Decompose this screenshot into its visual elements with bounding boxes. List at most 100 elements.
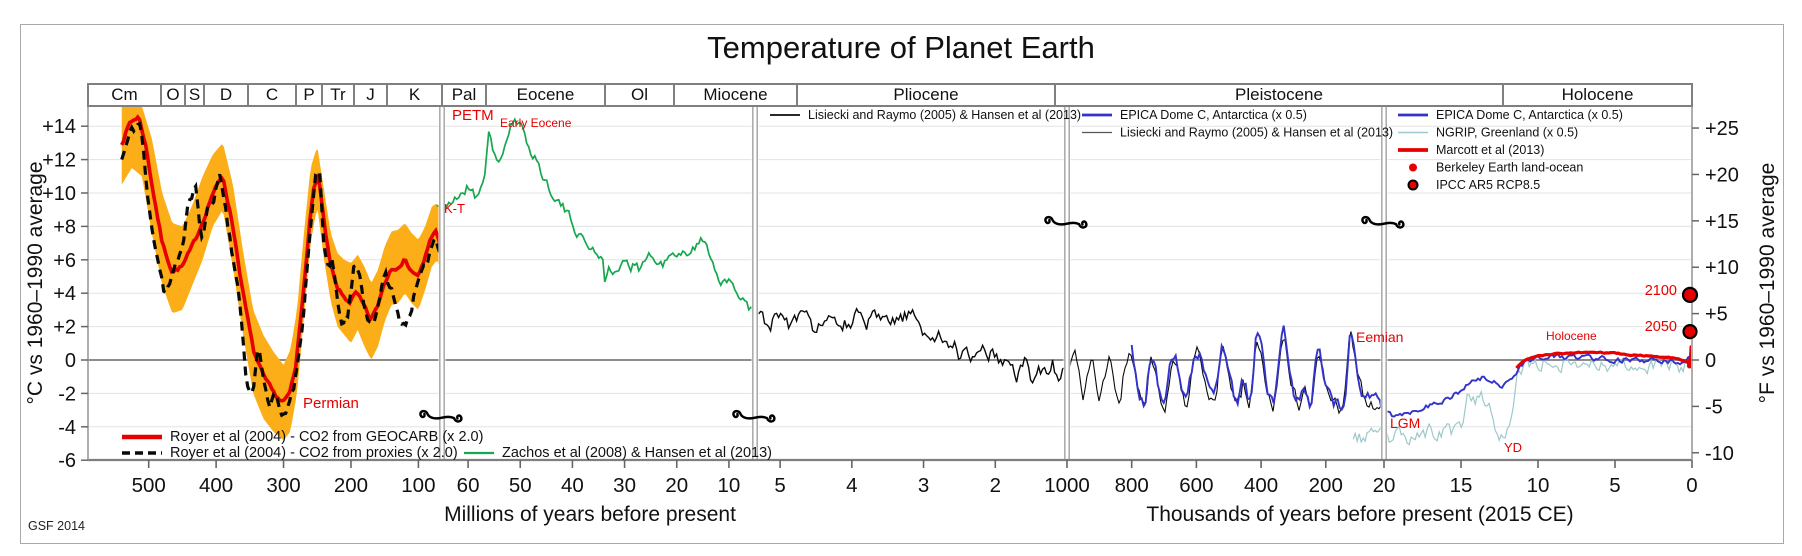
legend-label: Lisiecki and Raymo (2005) & Hansen et al… (808, 108, 1081, 122)
x-tick-label: 40 (561, 474, 584, 497)
legend-ringdot-swatch (1407, 179, 1419, 191)
series-epica-pleistocene (1130, 325, 1385, 413)
era-label: Holocene (1562, 85, 1634, 104)
x-tick-label: 5 (1609, 474, 1620, 497)
annotation-petm: PETM (452, 107, 494, 124)
era-label: Pleistocene (1235, 85, 1323, 104)
annotation-k-t: K-T (444, 201, 465, 216)
y-tick-label-right: +20 (1705, 164, 1739, 186)
scale-break (732, 106, 776, 460)
squiggle-icon (1361, 215, 1405, 229)
annotation-lgm: LGM (1390, 415, 1420, 431)
annotation-2100: 2100 (1645, 283, 1677, 299)
y-tick-label-left: +6 (53, 250, 76, 272)
era-label: O (166, 85, 179, 104)
era-label: C (266, 85, 278, 104)
scale-break (419, 106, 463, 460)
x-tick-label: 0 (1686, 474, 1697, 497)
y-tick-label-left: +8 (53, 216, 76, 238)
legend-label: Marcott et al (2013) (1436, 143, 1544, 157)
series-royer-uncertainty-band (121, 106, 442, 440)
x-tick-label: 2 (990, 474, 1001, 497)
squiggle-icon (419, 409, 463, 423)
y-tick-label-right: 0 (1705, 350, 1716, 372)
y-tick-label-right: +15 (1705, 211, 1739, 233)
legend-label: EPICA Dome C, Antarctica (x 0.5) (1436, 108, 1623, 122)
y-tick-label-right: -10 (1705, 443, 1734, 465)
x-tick-label: 200 (1309, 474, 1343, 497)
series-marcott (1515, 350, 1691, 370)
x-tick-label: 3 (918, 474, 929, 497)
x-tick-label: 300 (266, 474, 300, 497)
y-tick-label-left: -2 (58, 383, 76, 405)
era-label: Tr (330, 85, 346, 104)
era-label: Pal (452, 85, 477, 104)
figure-border (20, 24, 1784, 544)
series-ngrip (1352, 356, 1688, 446)
x-tick-label: 1000 (1044, 474, 1090, 497)
x-axis-title-millions: Millions of years before present (444, 503, 736, 526)
y-tick-label-left: +4 (53, 283, 76, 305)
legend: Lisiecki and Raymo (2005) & Hansen et al… (770, 108, 1081, 122)
data-series (120, 106, 1691, 446)
y-axis-label-fahrenheit: °F vs 1960–1990 average (1756, 162, 1779, 404)
legend-label: Royer et al (2004) - CO2 from GEOCARB (x… (170, 429, 483, 445)
x-tick-label: 4 (846, 474, 857, 497)
credit-label: GSF 2014 (28, 519, 85, 533)
y-tick-label-right: +5 (1705, 304, 1728, 326)
x-tick-label: 5 (774, 474, 785, 497)
y-tick-label-left: +12 (42, 150, 76, 172)
era-label: J (366, 85, 375, 104)
era-strip: Cm O S D C P Tr J K Pal Eocene Ol Miocene Pliocene Ple… (87, 83, 1693, 107)
x-tick-label: 10 (1527, 474, 1550, 497)
axes: +14+12+10+8+6+4+20-2-4-6+25+20+15+10+50-… (42, 106, 1739, 497)
annotation-holocene: Holocene (1546, 329, 1597, 343)
x-tick-label: 800 (1115, 474, 1149, 497)
legend-label: NGRIP, Greenland (x 0.5) (1436, 126, 1578, 140)
legend: EPICA Dome C, Antarctica (x 0.5) Lisiecki… (1082, 108, 1393, 140)
scale-break (1044, 106, 1088, 460)
legend-label: IPCC AR5 RCP8.5 (1436, 178, 1540, 192)
series-royer-proxies (120, 121, 444, 418)
y-tick-label-right: +10 (1705, 257, 1739, 279)
legend-dot-swatch (1409, 163, 1417, 172)
y-tick-label-left: +2 (53, 317, 76, 339)
y-tick-label-left: +14 (42, 116, 76, 138)
y-axis-label-celsius: °C vs 1960–1990 average (24, 161, 47, 405)
legend-label: Berkeley Earth land-ocean (1436, 161, 1583, 175)
squiggle-icon (1044, 215, 1088, 229)
era-label: Pliocene (893, 85, 958, 104)
legend-label: Royer et al (2004) - CO2 from proxies (x… (170, 445, 458, 461)
legend-label: EPICA Dome C, Antarctica (x 0.5) (1120, 108, 1307, 122)
era-label: Cm (111, 85, 137, 104)
annotation-permian: Permian (303, 395, 359, 412)
scale-break (1361, 106, 1405, 460)
rcp-dot-2050 (1682, 324, 1698, 340)
x-tick-label: 600 (1179, 474, 1213, 497)
x-tick-label: 400 (1244, 474, 1278, 497)
x-tick-label: 200 (334, 474, 368, 497)
y-tick-label-left: -6 (58, 450, 76, 472)
annotation-2050: 2050 (1645, 319, 1677, 335)
x-tick-label: 50 (509, 474, 532, 497)
x-axis-title-thousands: Thousands of years before present (2015 … (1146, 503, 1574, 526)
era-label: K (409, 85, 421, 104)
era-label: Eocene (517, 85, 575, 104)
annotation-yd: YD (1504, 440, 1522, 455)
x-tick-label: 20 (1373, 474, 1396, 497)
x-tick-label: 60 (457, 474, 480, 497)
squiggle-icon (732, 409, 776, 423)
legend: Zachos et al (2008) & Hansen et al (2013… (464, 445, 772, 461)
annotation-early-eocene: Early Eocene (500, 116, 572, 130)
series-zachos (436, 117, 754, 312)
legend: EPICA Dome C, Antarctica (x 0.5) NGRIP, G… (1398, 108, 1623, 192)
y-tick-label-left: +10 (42, 183, 76, 205)
series-lisiecki-raymo-pliocene (758, 307, 1068, 385)
legend-label: Lisiecki and Raymo (2005) & Hansen et al… (1120, 126, 1393, 140)
series-berkeley-earth (1689, 345, 1691, 350)
y-tick-label-right: +25 (1705, 118, 1739, 140)
era-label: D (220, 85, 232, 104)
x-tick-label: 20 (665, 474, 688, 497)
x-tick-label: 15 (1450, 474, 1473, 497)
